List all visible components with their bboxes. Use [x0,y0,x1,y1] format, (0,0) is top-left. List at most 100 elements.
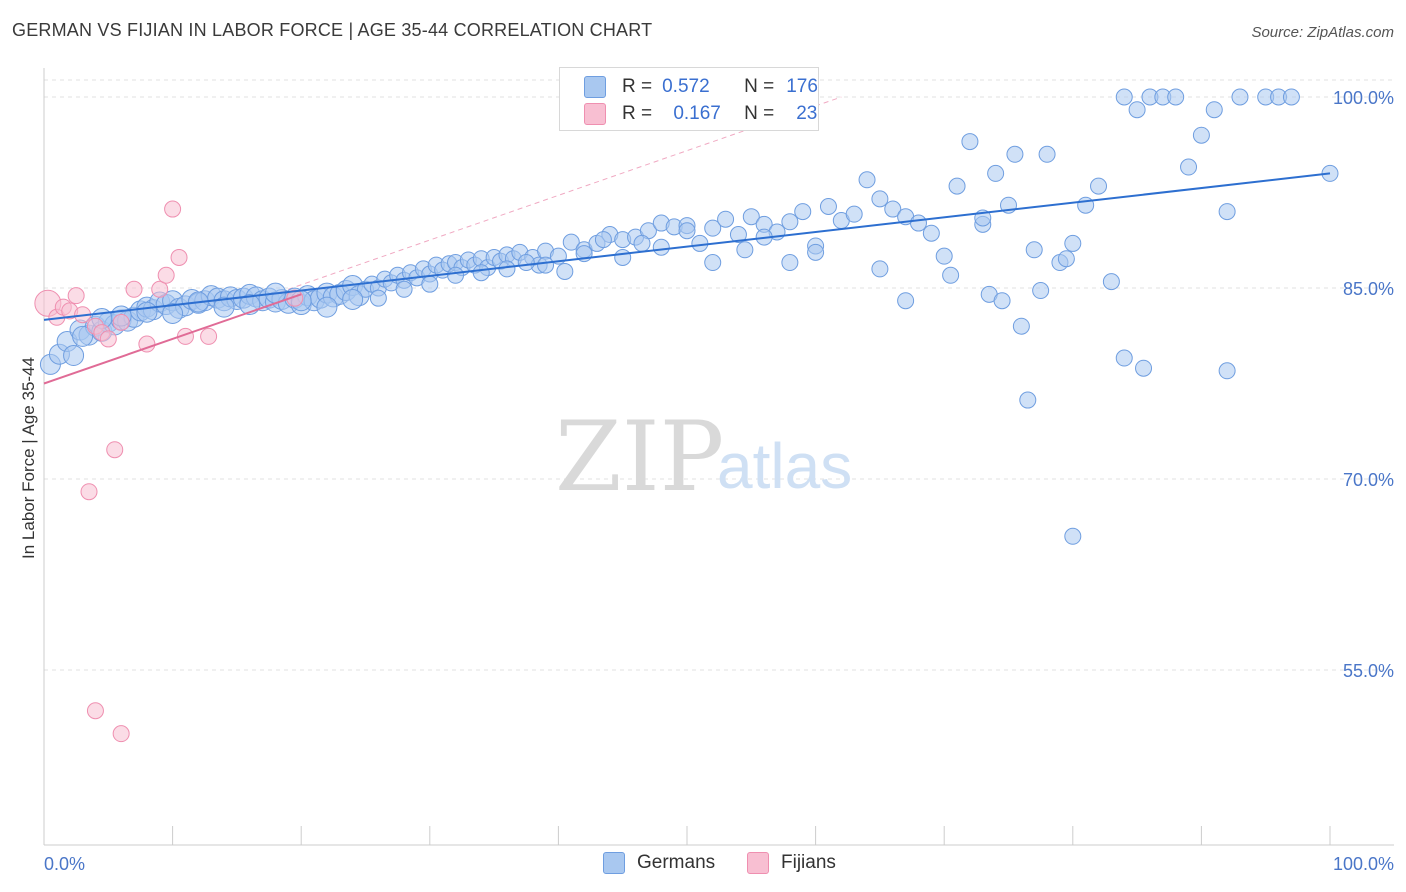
germans-point [1006,145,1024,163]
axes [43,68,1394,846]
germans-point [704,254,722,272]
germans-point [395,280,413,298]
germans-point [1180,158,1198,176]
source-label: Source: ZipAtlas.com [1251,24,1394,41]
germans-point [614,248,632,266]
fijians-trend-line [43,293,302,385]
legend-r-label: R = [622,76,653,97]
germans-point [942,266,960,284]
reference-diagonal [262,96,842,299]
germans-point [1064,527,1082,545]
fijians-point [80,483,98,501]
trend-lines [43,172,1331,385]
legend-swatch-germans [603,852,625,874]
germans-point [1192,126,1210,144]
stats-legend: R = 0.572 N = 176 R = 0.167 N = 23 [559,67,819,131]
germans-point [652,238,670,256]
germans-point [742,208,760,226]
fijians-point [151,280,169,298]
germans-point [517,254,535,272]
germans-point [781,213,799,231]
legend-r-value: 0.167 [673,103,721,124]
germans-point [884,200,902,218]
fijians-point [112,313,130,331]
germans-point [993,292,1011,310]
germans-point [1038,145,1056,163]
fijians-point [200,327,218,345]
germans-point [369,289,387,307]
germans-point [594,231,612,249]
fijians-point [170,248,188,266]
germans-point [704,219,722,237]
germans-point [1218,362,1236,380]
germans-point [1057,250,1075,268]
legend-label-fijians: Fijians [781,852,836,873]
germans-point [717,210,735,228]
germans-point [1218,203,1236,221]
germans-point [1019,391,1037,409]
germans-point [922,224,940,242]
watermark-atlas: atlas [717,430,852,502]
germans-point [1128,101,1146,119]
fijians-point [157,266,175,284]
fijians-point [164,200,182,218]
germans-point [1064,234,1082,252]
germans-point [987,164,1005,182]
germans-point [897,292,915,310]
germans-point [729,226,747,244]
germans-point [1167,88,1185,106]
legend-item-germans: Germans [603,852,715,874]
x-tick-label-min: 0.0% [44,854,85,874]
y-tick-labels: 55.0% 70.0% 85.0% 100.0% [1333,88,1394,681]
germans-point [858,171,876,189]
germans-point [736,241,754,259]
fijians-point [112,725,130,743]
chart-title: GERMAN VS FIJIAN IN LABOR FORCE | AGE 35… [12,20,653,40]
germans-point [498,260,516,278]
germans-point [63,344,85,366]
germans-point [562,233,580,251]
germans-point [342,288,364,310]
germans-point [845,205,863,223]
germans-point [633,234,651,252]
germans-point [316,296,338,318]
watermark: ZIP atlas [555,401,852,513]
y-tick-label: 55.0% [1343,661,1394,681]
fijians-point [125,280,143,298]
watermark-zip: ZIP [555,401,724,513]
germans-point [807,243,825,261]
legend-swatch-fijians [584,103,606,125]
x-tick-labels: 0.0% 100.0% [44,854,1394,874]
germans-point [1205,101,1223,119]
fijians-point [99,330,117,348]
legend-r-value: 0.572 [662,76,710,97]
germans-point [472,264,490,282]
germans-point [819,198,837,216]
germans-point [1102,273,1120,291]
germans-point [1032,282,1050,300]
germans-point [871,190,889,208]
y-tick-label: 70.0% [1343,470,1394,490]
germans-point [556,262,574,280]
germans-point [948,177,966,195]
legend-n-label: N = [744,76,775,97]
germans-point [1231,88,1249,106]
fijians-point [86,702,104,720]
germans-point [871,260,889,278]
legend-n-value: 176 [786,76,818,97]
series-legend: Germans Fijians [0,852,1406,878]
germans-point [909,214,927,232]
y-tick-label: 100.0% [1333,88,1394,108]
germans-point [447,266,465,284]
germans-point [1012,317,1030,335]
germans-trend-line [43,172,1331,321]
legend-row-germans: R = 0.572 N = 176 [584,76,818,98]
fijians-point [106,441,124,459]
legend-r-label: R = [622,103,653,124]
germans-point [421,275,439,293]
germans-point [136,301,158,323]
x-tick-label-max: 100.0% [1333,854,1394,874]
germans-point [935,247,953,265]
fijians-point [67,287,85,305]
